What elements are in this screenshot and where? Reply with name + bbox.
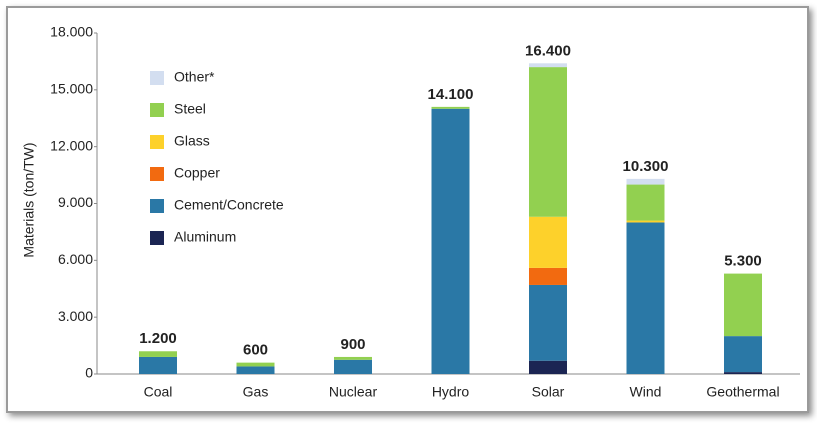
total-label: 16.400: [525, 42, 571, 59]
bar-segment: [529, 284, 567, 361]
y-axis-label: Materials (ton/TW): [21, 142, 37, 257]
total-label: 10.300: [623, 158, 669, 175]
legend-swatch: [150, 231, 164, 245]
legend-swatch: [150, 199, 164, 213]
total-label: 5.300: [724, 253, 762, 270]
legend-label: Cement/Concrete: [174, 197, 284, 213]
legend-swatch: [150, 167, 164, 181]
bar-segment: [431, 106, 470, 109]
y-tick-label: 3.000: [58, 308, 93, 324]
legend-swatch: [150, 103, 164, 117]
x-tick-label: Gas: [243, 384, 269, 400]
legend-label: Copper: [174, 165, 220, 181]
x-tick-label: Hydro: [432, 384, 470, 400]
bar-segment: [724, 336, 762, 373]
total-label: 600: [243, 342, 268, 359]
bar-segment: [626, 220, 665, 223]
bar-segment: [529, 216, 567, 268]
bar-segment: [529, 360, 567, 374]
x-tick-label: Wind: [630, 384, 662, 400]
y-tick-label: 0: [85, 365, 93, 381]
bar-segment: [529, 67, 567, 217]
chart-frame: [6, 6, 809, 413]
legend-swatch: [150, 71, 164, 85]
legend-label: Aluminum: [174, 229, 236, 245]
y-tick-label: 12.000: [50, 137, 93, 153]
total-label: 14.100: [428, 86, 474, 103]
y-tick-label: 18.000: [50, 24, 93, 40]
bar-segment: [626, 178, 665, 185]
bar-segment: [724, 372, 762, 374]
bar-segment: [529, 63, 567, 68]
legend-label: Glass: [174, 133, 210, 149]
bar-segment: [431, 108, 470, 375]
x-tick-label: Geothermal: [706, 384, 779, 400]
legend-label: Other*: [174, 69, 215, 85]
bar-segment: [724, 273, 762, 337]
bar-segment: [334, 356, 372, 360]
bar-segment: [626, 222, 665, 374]
total-label: 900: [340, 336, 365, 353]
y-tick-label: 9.000: [58, 194, 93, 210]
y-tick-label: 15.000: [50, 81, 93, 97]
bar-segment: [236, 366, 275, 374]
x-tick-label: Solar: [532, 384, 565, 400]
bar-segment: [139, 356, 177, 374]
x-tick-label: Nuclear: [329, 384, 378, 400]
y-tick-label: 6.000: [58, 251, 93, 267]
bar-segment: [626, 184, 665, 221]
total-label: 1.200: [139, 330, 177, 347]
legend-label: Steel: [174, 101, 206, 117]
legend-swatch: [150, 135, 164, 149]
x-tick-label: Coal: [144, 384, 173, 400]
bar-segment: [236, 362, 275, 367]
bar-segment: [139, 351, 177, 357]
bar-segment: [529, 267, 567, 285]
bar-segment: [334, 359, 372, 374]
